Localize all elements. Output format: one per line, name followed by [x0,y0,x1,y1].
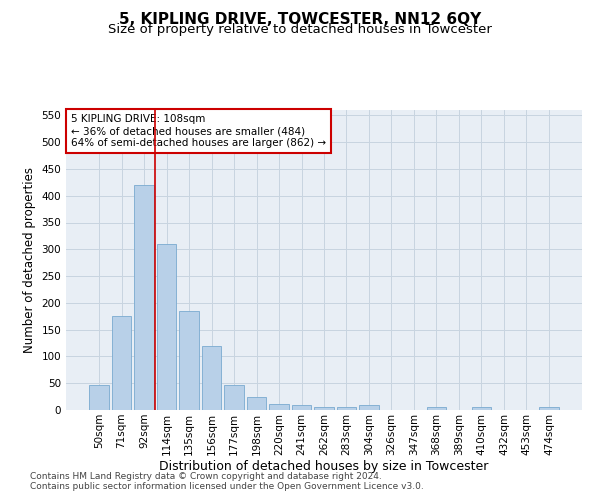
Text: 5 KIPLING DRIVE: 108sqm
← 36% of detached houses are smaller (484)
64% of semi-d: 5 KIPLING DRIVE: 108sqm ← 36% of detache… [71,114,326,148]
Y-axis label: Number of detached properties: Number of detached properties [23,167,36,353]
Text: Contains HM Land Registry data © Crown copyright and database right 2024.: Contains HM Land Registry data © Crown c… [30,472,382,481]
Bar [202,346,221,410]
Bar [247,396,266,410]
Bar [269,404,289,410]
Bar [134,185,154,410]
Text: Size of property relative to detached houses in Towcester: Size of property relative to detached ho… [108,24,492,36]
Bar [157,244,176,410]
Bar [337,408,356,410]
Text: Contains public sector information licensed under the Open Government Licence v3: Contains public sector information licen… [30,482,424,491]
Bar [359,404,379,410]
Bar [472,408,491,410]
Bar [112,316,131,410]
Bar [314,407,334,410]
X-axis label: Distribution of detached houses by size in Towcester: Distribution of detached houses by size … [160,460,488,473]
Bar [224,386,244,410]
Bar [89,386,109,410]
Bar [292,404,311,410]
Bar [179,311,199,410]
Bar [539,408,559,410]
Bar [427,408,446,410]
Text: 5, KIPLING DRIVE, TOWCESTER, NN12 6QY: 5, KIPLING DRIVE, TOWCESTER, NN12 6QY [119,12,481,28]
